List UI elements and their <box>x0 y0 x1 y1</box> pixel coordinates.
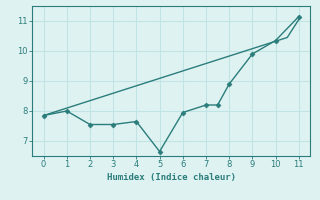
X-axis label: Humidex (Indice chaleur): Humidex (Indice chaleur) <box>107 173 236 182</box>
